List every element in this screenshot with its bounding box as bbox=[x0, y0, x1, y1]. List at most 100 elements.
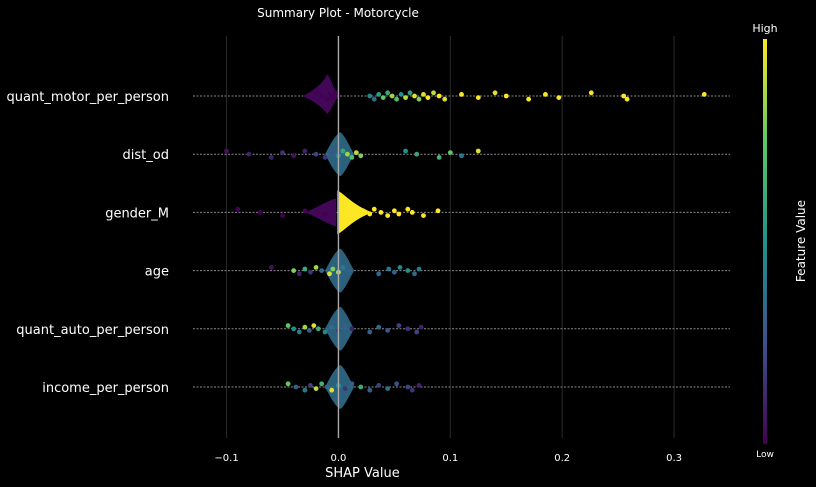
shap-point bbox=[416, 266, 422, 272]
shap-point bbox=[588, 90, 594, 96]
feature-label: quant_auto_per_person bbox=[16, 323, 169, 338]
colorbar-low-label: Low bbox=[756, 450, 774, 460]
shap-point bbox=[405, 326, 411, 332]
shap-point bbox=[347, 210, 353, 215]
shap-point bbox=[313, 90, 319, 96]
shap-point bbox=[526, 96, 532, 102]
shap-point bbox=[405, 384, 411, 390]
shap-point bbox=[425, 95, 431, 100]
shap-point bbox=[224, 148, 229, 154]
shap-point bbox=[315, 326, 321, 332]
shap-point bbox=[342, 386, 348, 391]
shap-point bbox=[621, 93, 627, 99]
shap-point bbox=[371, 206, 377, 212]
shap-point bbox=[416, 383, 422, 388]
shap-point bbox=[421, 213, 426, 219]
shap-point bbox=[302, 324, 308, 330]
shap-point bbox=[329, 324, 335, 330]
shap-point bbox=[313, 265, 319, 270]
shap-point bbox=[332, 90, 338, 96]
shap-point bbox=[319, 381, 325, 387]
shap-point bbox=[556, 95, 562, 100]
chart-title: Summary Plot - Motorcycle bbox=[257, 6, 419, 20]
x-tick-label: 0.1 bbox=[442, 453, 458, 464]
shap-point bbox=[291, 153, 297, 159]
shap-point bbox=[302, 148, 308, 154]
feature-label: age bbox=[145, 265, 169, 280]
shap-point bbox=[385, 213, 391, 219]
shap-point bbox=[353, 213, 359, 219]
colorbar bbox=[763, 39, 767, 444]
shap-point bbox=[360, 208, 366, 214]
shap-point bbox=[302, 266, 308, 272]
shap-point bbox=[340, 265, 346, 270]
shap-point bbox=[285, 381, 291, 387]
shap-point bbox=[324, 384, 330, 390]
shap-point bbox=[389, 93, 395, 99]
shap-point bbox=[431, 90, 436, 96]
shap-point bbox=[475, 95, 481, 100]
shap-point bbox=[409, 210, 415, 215]
shap-point bbox=[397, 265, 403, 270]
shap-point bbox=[353, 150, 359, 156]
shap-point bbox=[418, 324, 424, 330]
shap-point bbox=[376, 324, 382, 330]
shap-point bbox=[475, 148, 481, 154]
shap-point bbox=[280, 213, 285, 219]
shap-point bbox=[349, 326, 355, 332]
shap-point bbox=[396, 323, 402, 328]
feature-label: dist_od bbox=[123, 148, 169, 163]
shap-point bbox=[330, 266, 336, 272]
shap-point bbox=[257, 210, 263, 215]
shap-point bbox=[386, 266, 392, 272]
shap-point bbox=[442, 96, 448, 102]
shap-point bbox=[308, 383, 313, 388]
shap-point bbox=[358, 384, 364, 390]
feature-label: quant_motor_per_person bbox=[7, 90, 169, 105]
shap-point bbox=[543, 92, 548, 97]
shap-point bbox=[391, 208, 397, 214]
shap-point bbox=[313, 386, 319, 391]
shap-point bbox=[371, 96, 377, 102]
shap-point bbox=[327, 92, 332, 97]
feature-label: gender_M bbox=[105, 206, 169, 221]
shap-point bbox=[280, 150, 285, 156]
shap-point bbox=[407, 90, 413, 96]
dense-swarm bbox=[337, 190, 372, 235]
shap-point bbox=[378, 210, 384, 215]
shap-point bbox=[296, 329, 302, 335]
shap-point bbox=[414, 329, 420, 335]
shap-point bbox=[296, 271, 302, 277]
shap-point bbox=[349, 155, 355, 160]
shap-point bbox=[235, 206, 241, 212]
shap-point bbox=[385, 328, 391, 333]
shap-point bbox=[492, 90, 498, 96]
x-tick-label: 0.2 bbox=[554, 453, 570, 464]
shap-point bbox=[319, 268, 325, 273]
x-tick-label: 0.3 bbox=[666, 453, 682, 464]
shap-point bbox=[342, 323, 348, 328]
x-axis-label: SHAP Value bbox=[325, 466, 400, 481]
colorbar-label: Feature Value bbox=[794, 200, 808, 282]
shap-point bbox=[319, 93, 325, 99]
shap-point bbox=[291, 268, 297, 273]
shap-point bbox=[405, 268, 411, 273]
shap-point bbox=[412, 93, 417, 99]
shap-point bbox=[385, 386, 391, 391]
shap-point bbox=[329, 150, 335, 156]
shap-point bbox=[308, 269, 313, 275]
shap-point bbox=[394, 381, 400, 387]
shap-point bbox=[311, 323, 317, 328]
feature-label: income_per_person bbox=[42, 381, 169, 396]
shap-point bbox=[313, 151, 319, 157]
shap-point bbox=[367, 93, 373, 99]
shap-point bbox=[398, 92, 404, 97]
shap-point bbox=[340, 206, 346, 212]
colorbar-high-label: High bbox=[752, 22, 777, 35]
shap-point bbox=[367, 329, 373, 335]
shap-point bbox=[405, 206, 411, 212]
shap-point bbox=[322, 211, 328, 217]
shap-point bbox=[412, 271, 417, 277]
shap-point bbox=[329, 387, 335, 393]
